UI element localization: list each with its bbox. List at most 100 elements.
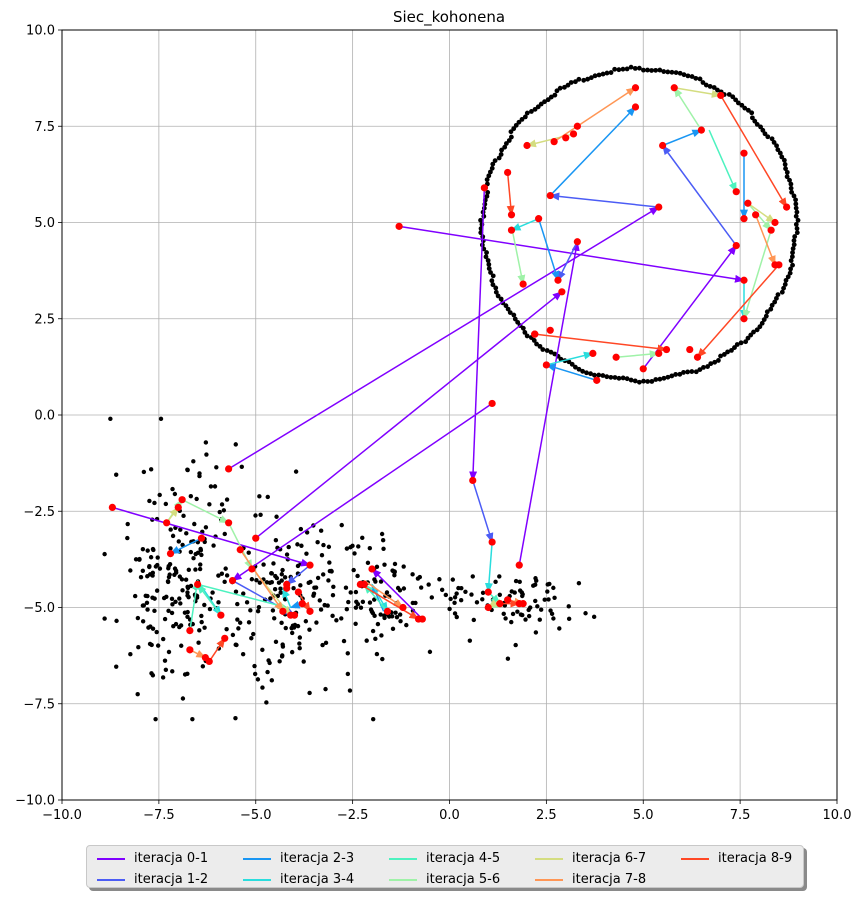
cluster-point: [286, 544, 291, 550]
cluster-point: [345, 651, 350, 656]
neuron-points: [108, 84, 791, 666]
cluster-point: [317, 598, 322, 603]
cluster-point: [583, 611, 588, 616]
ring-point: [576, 76, 582, 82]
ring-point: [493, 285, 499, 291]
neuron-point: [236, 546, 244, 554]
neuron-point: [740, 315, 748, 323]
ring-point: [585, 76, 591, 82]
cluster-point: [360, 535, 365, 541]
cluster-point: [381, 546, 386, 552]
legend-swatch: [681, 857, 709, 860]
ring-point: [771, 139, 777, 145]
ring-point: [745, 107, 751, 113]
cluster-point: [519, 590, 525, 595]
cluster-point: [331, 584, 336, 589]
cluster-point: [392, 573, 397, 578]
ring-point: [588, 371, 593, 377]
ring-point: [701, 365, 706, 370]
ring-point: [794, 226, 800, 231]
cluster-point: [503, 616, 508, 621]
ring-point: [524, 333, 530, 339]
ring-point: [649, 68, 654, 73]
cluster-point: [315, 540, 320, 545]
ring-point: [708, 361, 714, 367]
ring-point: [749, 110, 755, 116]
cluster-point: [273, 538, 279, 543]
cluster-point: [252, 663, 257, 669]
legend: iteracja 0-1 iteracja 1-2 iteracja 2-3 iter…: [86, 845, 804, 888]
cluster-point: [551, 585, 556, 591]
ring-point: [783, 166, 788, 172]
ring-point: [700, 80, 706, 85]
ring-point: [707, 84, 713, 89]
cluster-point: [295, 563, 301, 569]
cluster-point: [152, 608, 157, 614]
ring-point: [496, 155, 502, 161]
ring-point: [548, 349, 554, 355]
ring-point: [665, 69, 671, 75]
neuron-point: [662, 345, 671, 354]
ring-point: [791, 242, 797, 248]
cluster-point: [353, 605, 359, 610]
cluster-point: [339, 616, 344, 621]
cluster-point: [162, 616, 168, 622]
x-tick-label: −2.5: [337, 808, 369, 823]
cluster-point: [166, 608, 171, 614]
cluster-point: [373, 636, 378, 642]
cluster-point: [351, 567, 356, 573]
legend-item: iteracja 8-9: [681, 850, 827, 867]
ring-point: [565, 82, 571, 88]
ring-point: [697, 76, 703, 82]
neuron-point: [550, 138, 558, 146]
cluster-point: [290, 623, 296, 628]
arrow-iteracja-7-8: [239, 549, 284, 613]
cluster-point: [163, 667, 169, 672]
cluster-point: [170, 669, 175, 674]
ring-point: [697, 367, 703, 372]
ring-point: [524, 110, 530, 116]
cluster-point: [132, 593, 138, 599]
ring-point: [483, 254, 489, 260]
cluster-point: [372, 577, 377, 582]
cluster-point: [153, 716, 158, 722]
ring-point: [735, 100, 741, 106]
neuron-point: [655, 203, 663, 211]
cluster-point: [197, 628, 202, 633]
cluster-point: [429, 595, 434, 600]
arrow-iteracja-2-3: [545, 363, 597, 382]
neuron-point: [163, 519, 171, 527]
legend-item: iteracja 3-4: [243, 871, 389, 888]
ring-point: [789, 254, 795, 260]
neuron-point: [732, 188, 740, 196]
cluster-point: [557, 626, 562, 631]
cluster-point: [297, 646, 302, 651]
neuron-point: [484, 588, 492, 596]
ring-point: [793, 222, 799, 227]
cluster-point: [410, 572, 415, 577]
cluster-point: [447, 606, 452, 612]
cluster-point: [253, 513, 258, 518]
arrow-iteracja-7-8: [553, 87, 637, 143]
cluster-point: [566, 616, 572, 622]
ring-point: [693, 75, 699, 81]
arrow-iteracja-0-1: [469, 187, 486, 482]
neuron-point: [294, 588, 302, 596]
neuron-point: [205, 657, 213, 666]
cluster-point: [279, 572, 284, 577]
neuron-point: [515, 600, 523, 608]
cluster-point: [194, 496, 199, 502]
arrow-iteracja-8-9: [720, 95, 788, 208]
ring-point: [592, 372, 597, 378]
cluster-point: [452, 595, 458, 600]
arrow-iteracja-7-8: [363, 579, 404, 609]
ring-point: [584, 370, 589, 376]
cluster-point: [148, 467, 154, 472]
cluster-point: [355, 573, 360, 579]
neuron-point: [507, 226, 516, 234]
cluster-point: [326, 578, 331, 583]
cluster-point: [443, 592, 449, 598]
neuron-point: [221, 634, 229, 642]
ring-point: [513, 122, 519, 128]
neuron-point: [593, 376, 601, 384]
